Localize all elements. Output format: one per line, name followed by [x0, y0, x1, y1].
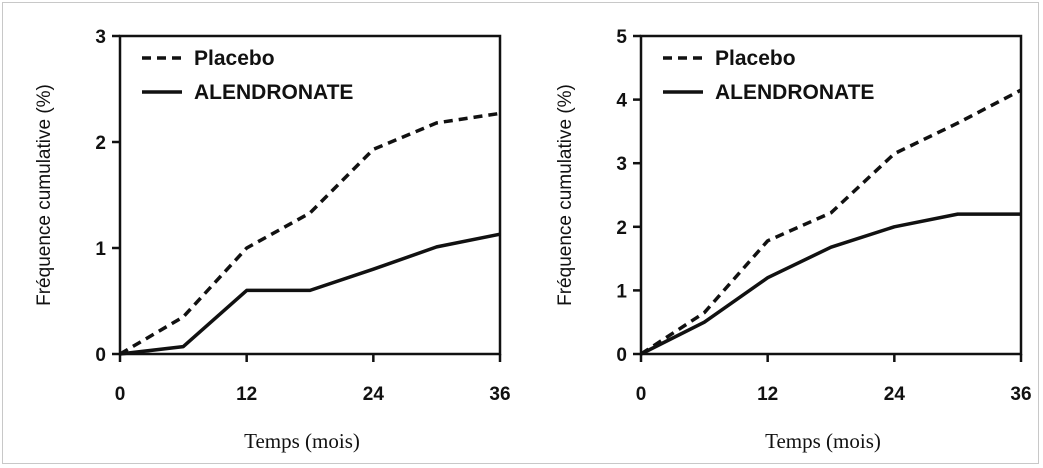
x-tick-label: 36: [1010, 384, 1031, 405]
series-line-placebo: [640, 88, 1022, 356]
x-tick-label: 12: [757, 384, 778, 405]
legend-label-placebo: Placebo: [715, 47, 796, 70]
y-tick-label: 0: [616, 345, 627, 366]
legend-label-placebo: Placebo: [194, 47, 275, 70]
x-tick-label: 24: [363, 384, 385, 405]
y-tick-label: 0: [95, 345, 106, 366]
x-tick-label: 12: [236, 384, 257, 405]
y-tick-label: 3: [95, 27, 106, 48]
y-tick-label: 1: [616, 281, 627, 302]
y-axis-label: Fréquence cumulative (%): [34, 84, 55, 306]
y-axis-label: Fréquence cumulative (%): [555, 84, 576, 306]
y-tick-label: 5: [616, 27, 627, 48]
x-tick-label: 36: [489, 384, 510, 405]
legend-label-alendronate: ALENDRONATE: [194, 81, 353, 104]
plot-area-border: [639, 34, 1023, 356]
x-tick-label: 0: [636, 384, 647, 405]
x-tick-label: 0: [115, 384, 126, 405]
x-tick-label: 24: [884, 384, 906, 405]
y-tick-label: 2: [95, 133, 106, 154]
legend-label-alendronate: ALENDRONATE: [715, 81, 874, 104]
series-line-alendronate: [640, 212, 1021, 356]
x-axis-label: Temps (mois): [244, 429, 360, 453]
y-tick-label: 2: [616, 218, 627, 239]
x-axis-label: Temps (mois): [765, 429, 881, 453]
y-tick-label: 4: [616, 91, 627, 112]
y-tick-label: 3: [616, 154, 627, 175]
y-tick-label: 1: [95, 239, 106, 260]
series-line-alendronate: [119, 232, 501, 356]
series-line-placebo: [119, 111, 501, 356]
plot-area-border: [118, 34, 502, 356]
